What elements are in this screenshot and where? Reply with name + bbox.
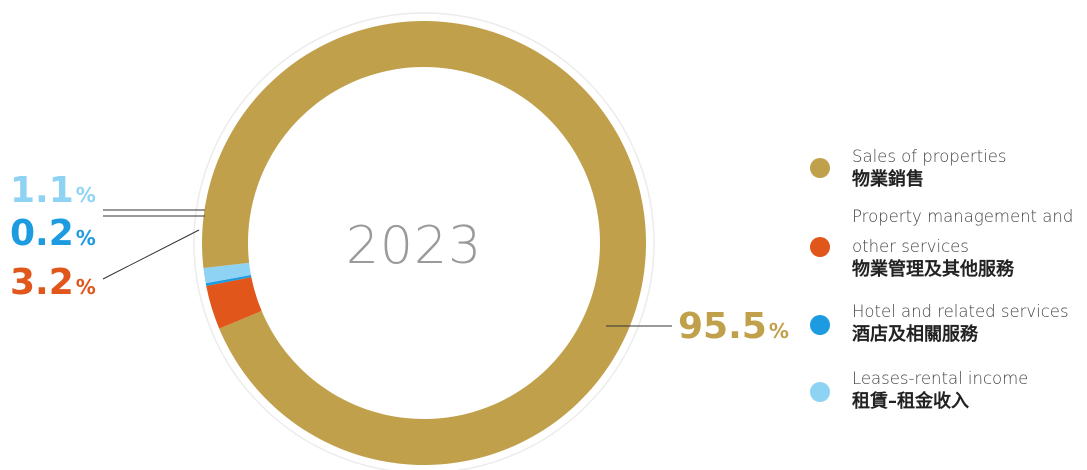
legend-label-en: other services — [852, 237, 969, 256]
legend-text: Hotel and related services 酒店及相關服務 — [852, 297, 1087, 347]
legend-label-zh: 酒店及相關服務 — [852, 324, 978, 345]
percent-value: 3.2 — [10, 262, 74, 303]
percent-symbol: % — [75, 183, 96, 207]
percent-symbol: % — [768, 319, 789, 343]
percent-label-leases: 1.1% — [10, 170, 96, 211]
legend-label-en: Sales of properties — [852, 147, 1007, 166]
percent-value: 0.2 — [10, 213, 74, 254]
legend-swatch-icon — [810, 382, 830, 402]
slice-property-management — [206, 277, 262, 329]
percent-value: 1.1 — [10, 170, 74, 211]
percent-label-hotel: 0.2% — [10, 213, 96, 254]
legend-label-en: Property management and — [852, 207, 1074, 226]
legend-label-en: Leases-rental income — [852, 369, 1029, 388]
legend-text: Sales of properties 物業銷售 — [852, 142, 1087, 192]
leader-line-property-management — [102, 229, 200, 280]
legend-swatch-icon — [810, 158, 830, 178]
percent-label-property-management: 3.2% — [10, 262, 96, 303]
leader-lines — [102, 209, 672, 327]
legend-swatch-icon — [810, 237, 830, 257]
slice-leases — [203, 262, 251, 284]
legend-label-en: Hotel and related services — [852, 302, 1069, 321]
slice-hotel — [205, 274, 252, 287]
donut-outer-rim — [193, 12, 655, 470]
legend-label-zh: 租賃–租金收入 — [852, 391, 969, 412]
center-year-label: 2023 — [345, 216, 483, 276]
legend-label-zh: 物業管理及其他服務 — [852, 259, 1014, 280]
percent-value: 95.5 — [678, 306, 767, 347]
legend-text: Property management and other services 物… — [852, 202, 1087, 282]
legend-label-zh: 物業銷售 — [852, 169, 924, 190]
percent-label-sales: 95.5% — [678, 306, 789, 347]
percent-symbol: % — [75, 275, 96, 299]
percent-symbol: % — [75, 226, 96, 250]
donut-slices — [202, 21, 646, 466]
legend-swatch-icon — [810, 315, 830, 335]
legend-text: Leases-rental income 租賃–租金收入 — [852, 364, 1087, 414]
